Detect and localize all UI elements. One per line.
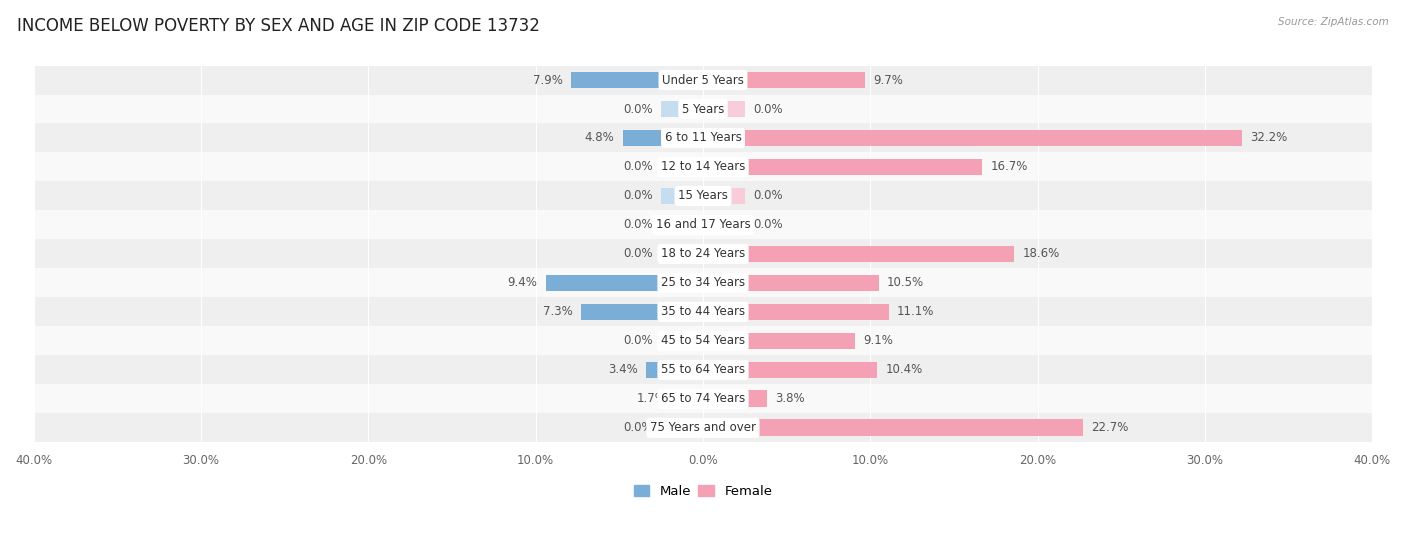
Text: 25 to 34 Years: 25 to 34 Years <box>661 277 745 290</box>
Bar <box>571 72 703 88</box>
Text: 9.7%: 9.7% <box>873 74 904 87</box>
Bar <box>34 385 1372 414</box>
Text: 15 Years: 15 Years <box>678 190 728 202</box>
Bar <box>703 391 766 408</box>
Text: 0.0%: 0.0% <box>623 334 652 348</box>
Bar <box>703 130 1241 146</box>
Text: 6 to 11 Years: 6 to 11 Years <box>665 131 741 144</box>
Text: INCOME BELOW POVERTY BY SEX AND AGE IN ZIP CODE 13732: INCOME BELOW POVERTY BY SEX AND AGE IN Z… <box>17 17 540 35</box>
Text: 0.0%: 0.0% <box>623 102 652 116</box>
Text: 0.0%: 0.0% <box>754 102 783 116</box>
Bar <box>703 333 855 349</box>
Bar <box>34 124 1372 153</box>
Bar <box>546 274 703 291</box>
Text: 22.7%: 22.7% <box>1091 421 1129 434</box>
Bar <box>34 297 1372 326</box>
Text: 18.6%: 18.6% <box>1022 248 1060 260</box>
Text: Under 5 Years: Under 5 Years <box>662 74 744 87</box>
Bar <box>703 159 983 176</box>
Text: 3.8%: 3.8% <box>775 392 804 405</box>
Text: 7.9%: 7.9% <box>533 74 562 87</box>
Bar <box>661 101 703 117</box>
Bar <box>34 153 1372 182</box>
Text: 11.1%: 11.1% <box>897 305 935 319</box>
Bar <box>581 304 703 320</box>
Text: 55 to 64 Years: 55 to 64 Years <box>661 363 745 376</box>
Text: 0.0%: 0.0% <box>754 219 783 231</box>
Bar <box>34 182 1372 211</box>
Legend: Male, Female: Male, Female <box>628 480 778 504</box>
Text: 0.0%: 0.0% <box>623 160 652 173</box>
Bar <box>703 274 879 291</box>
Text: 0.0%: 0.0% <box>754 190 783 202</box>
Bar <box>34 211 1372 239</box>
Text: 1.7%: 1.7% <box>637 392 666 405</box>
Text: 4.8%: 4.8% <box>585 131 614 144</box>
Text: 0.0%: 0.0% <box>623 190 652 202</box>
Bar <box>34 326 1372 356</box>
Bar <box>661 159 703 176</box>
Text: 0.0%: 0.0% <box>623 421 652 434</box>
Bar <box>703 362 877 378</box>
Bar <box>34 356 1372 385</box>
Text: 12 to 14 Years: 12 to 14 Years <box>661 160 745 173</box>
Text: 65 to 74 Years: 65 to 74 Years <box>661 392 745 405</box>
Bar <box>647 362 703 378</box>
Bar <box>34 94 1372 124</box>
Bar <box>661 333 703 349</box>
Text: 9.1%: 9.1% <box>863 334 894 348</box>
Bar <box>661 245 703 262</box>
Bar <box>703 101 745 117</box>
Text: 5 Years: 5 Years <box>682 102 724 116</box>
Text: 10.5%: 10.5% <box>887 277 924 290</box>
Bar <box>661 188 703 205</box>
Bar <box>703 188 745 205</box>
Text: 45 to 54 Years: 45 to 54 Years <box>661 334 745 348</box>
Text: 18 to 24 Years: 18 to 24 Years <box>661 248 745 260</box>
Text: 10.4%: 10.4% <box>886 363 922 376</box>
Text: 0.0%: 0.0% <box>623 219 652 231</box>
Text: Source: ZipAtlas.com: Source: ZipAtlas.com <box>1278 17 1389 27</box>
Bar <box>661 216 703 233</box>
Text: 35 to 44 Years: 35 to 44 Years <box>661 305 745 319</box>
Text: 16 and 17 Years: 16 and 17 Years <box>655 219 751 231</box>
Bar <box>34 414 1372 442</box>
Bar <box>661 419 703 437</box>
Bar <box>703 245 1014 262</box>
Text: 75 Years and over: 75 Years and over <box>650 421 756 434</box>
Text: 3.4%: 3.4% <box>607 363 638 376</box>
Bar <box>703 304 889 320</box>
Bar <box>34 65 1372 94</box>
Bar <box>703 72 865 88</box>
Text: 16.7%: 16.7% <box>991 160 1028 173</box>
Text: 7.3%: 7.3% <box>543 305 572 319</box>
Text: 32.2%: 32.2% <box>1250 131 1288 144</box>
Bar <box>34 239 1372 268</box>
Bar <box>703 419 1083 437</box>
Bar <box>675 391 703 408</box>
Bar <box>623 130 703 146</box>
Bar <box>703 216 745 233</box>
Text: 0.0%: 0.0% <box>623 248 652 260</box>
Text: 9.4%: 9.4% <box>508 277 537 290</box>
Bar <box>34 268 1372 297</box>
